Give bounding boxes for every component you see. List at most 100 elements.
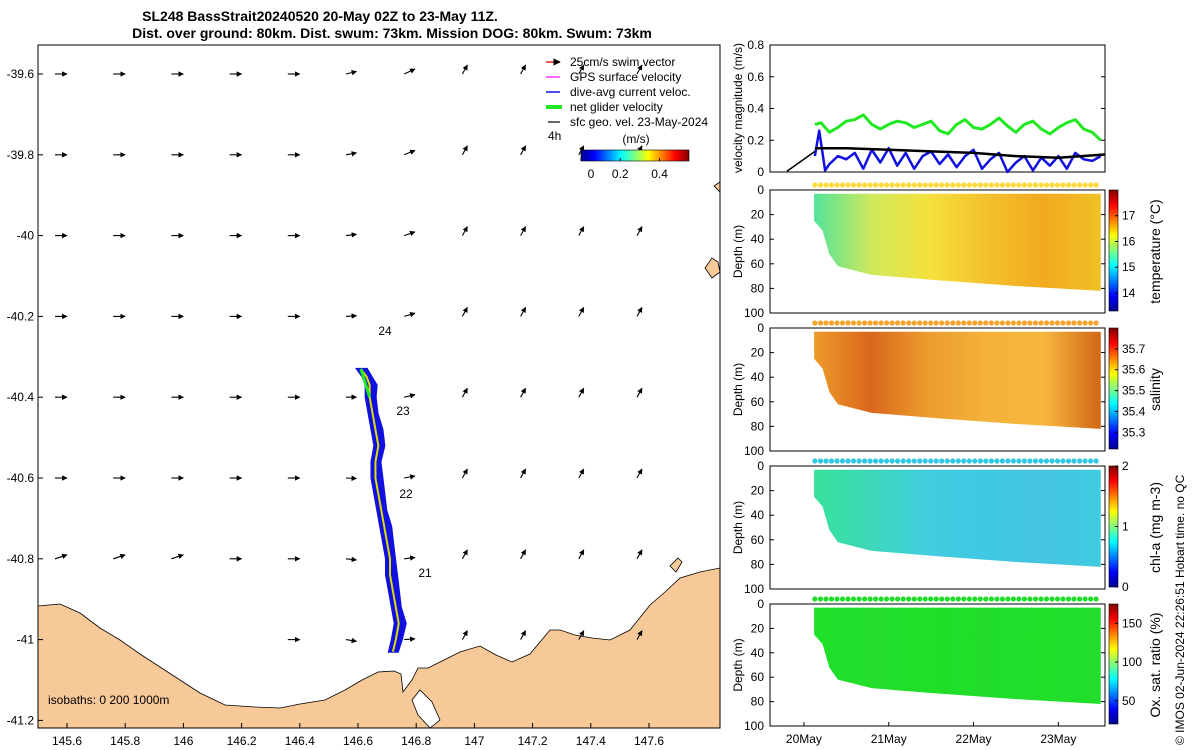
map-ytick-label: -39.6 xyxy=(7,67,35,81)
surface-dot xyxy=(867,596,873,602)
sfc-vector xyxy=(345,556,358,563)
surface-dot xyxy=(834,182,840,188)
section-ytick-label: 40 xyxy=(751,508,765,522)
cbar-tick-label: 14 xyxy=(1122,286,1136,300)
section-ytick-label: 60 xyxy=(751,257,765,271)
map-y-axis: -39.6 -39.8 -40 -40.2 -40.4 -40.6 -40.8 -41 -41.… xyxy=(7,67,43,727)
surface-dot xyxy=(862,596,868,602)
surface-dot xyxy=(850,320,857,326)
surface-dot xyxy=(1077,320,1083,326)
surface-dot xyxy=(988,320,995,326)
sfc-vector xyxy=(636,226,643,236)
island-3 xyxy=(669,557,683,573)
sfc-vector xyxy=(461,226,468,236)
sfc-vector xyxy=(345,313,358,319)
surface-dot xyxy=(961,320,967,326)
surface-dot xyxy=(823,320,829,326)
surface-dot xyxy=(906,182,912,188)
section-panel-1: 0 20 40 60 80 100 Depth (m) 14 15 16 17 temperature… xyxy=(731,182,1163,320)
surface-dot xyxy=(900,596,906,602)
surface-dot xyxy=(1082,458,1088,464)
surface-dot xyxy=(1065,596,1072,602)
glider-track xyxy=(354,367,407,653)
surface-dot xyxy=(1060,596,1066,602)
surface-dot xyxy=(1016,182,1022,188)
sfc-vector xyxy=(345,69,358,76)
sfc-vector xyxy=(113,553,126,560)
surface-dot xyxy=(812,596,818,602)
sfc-vector xyxy=(461,468,468,479)
surface-dot xyxy=(1071,182,1077,188)
surface-dot xyxy=(917,182,923,188)
velocity-panel: 0 0.2 0.4 0.6 0.8 velocity magnitude (m/s) xyxy=(731,38,1106,179)
speed-cbar-tick-label: 0.4 xyxy=(651,167,668,181)
cbar-tick-label: 35.4 xyxy=(1122,404,1146,418)
island-2 xyxy=(713,181,720,193)
surface-dot xyxy=(988,182,995,188)
surface-dot xyxy=(1093,596,1099,602)
surface-dot xyxy=(944,320,950,326)
surface-dot xyxy=(867,320,873,326)
section-panel-2: 0 20 40 60 80 100 Depth (m) 35.3 35.4 35.5 35.6 35.… xyxy=(731,320,1163,458)
surface-dot xyxy=(972,458,978,464)
surface-dot xyxy=(933,320,939,326)
surface-dot xyxy=(1043,320,1050,326)
map-ytick-label: -40.4 xyxy=(7,390,35,404)
surface-dot xyxy=(884,182,890,188)
sfc-vector xyxy=(578,630,585,640)
surface-dot xyxy=(884,320,890,326)
sfc-vector xyxy=(578,549,585,560)
map-xtick-label: 146.8 xyxy=(401,734,431,748)
surface-dot xyxy=(834,320,840,326)
surface-dot xyxy=(911,182,917,188)
cbar-tick-label: 100 xyxy=(1122,655,1142,669)
time-tick-label: 22May xyxy=(956,732,992,746)
sfc-vector xyxy=(636,64,643,75)
surface-dot xyxy=(856,182,862,188)
surface-dot xyxy=(812,182,818,188)
surface-dot xyxy=(823,458,829,464)
sfc-vector xyxy=(578,64,585,75)
legend-net: net glider velocity xyxy=(570,100,663,114)
surface-dot xyxy=(817,458,824,464)
section-panel-4: 0 20 40 60 80 100 Depth (m) 50 100 150 Ox. sat. ra… xyxy=(731,596,1163,733)
sfc-vector xyxy=(54,553,68,560)
section-ytick-label: 80 xyxy=(751,557,765,571)
time-tick-label: 20May xyxy=(786,732,822,746)
surface-dot xyxy=(1021,182,1027,188)
surface-dot xyxy=(906,596,912,602)
surface-dot xyxy=(955,458,961,464)
velocity-y-axis: 0 0.2 0.4 0.6 0.8 xyxy=(747,38,1105,179)
sfc-vector xyxy=(461,64,468,75)
surface-dot xyxy=(994,458,1000,464)
surface-dot xyxy=(823,596,829,602)
legend-sfc: sfc geo. vel. 23-May-2024 xyxy=(570,115,708,129)
sfc-vector xyxy=(636,630,643,640)
section-ytick-label: 0 xyxy=(757,183,764,197)
surface-dot xyxy=(1054,596,1061,602)
section-data-fill xyxy=(814,607,1101,705)
map-ytick-label: -40 xyxy=(17,229,35,243)
surface-dot xyxy=(856,320,862,326)
surface-dot xyxy=(999,320,1006,326)
surface-dot xyxy=(977,596,983,602)
sfc-vector xyxy=(520,145,527,156)
sfc-vector xyxy=(578,468,585,479)
surface-dot xyxy=(1005,458,1011,464)
surface-dot xyxy=(1088,458,1094,464)
surface-dot xyxy=(1049,596,1055,602)
surface-dot xyxy=(839,458,846,464)
surface-dot xyxy=(1027,320,1033,326)
sfc-vector xyxy=(345,475,358,482)
speed-cbar-tick-label: 0 xyxy=(588,167,595,181)
surface-dot xyxy=(944,596,950,602)
cbar-tick-label: 16 xyxy=(1122,234,1136,248)
velocity-frame xyxy=(769,44,1106,173)
legend-gps: GPS surface velocity xyxy=(570,70,681,84)
legend-dive: dive-avg current veloc. xyxy=(570,85,691,99)
surface-dot xyxy=(1038,320,1044,326)
surface-dot xyxy=(928,596,934,602)
surface-dot xyxy=(878,182,884,188)
surface-dot xyxy=(966,182,972,188)
sfc-vector xyxy=(578,306,585,317)
